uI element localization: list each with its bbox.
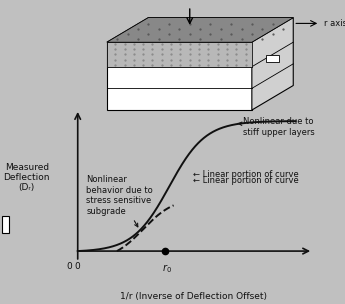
Text: Nonlinear due to
stiff upper layers: Nonlinear due to stiff upper layers [238, 117, 315, 136]
Polygon shape [107, 18, 293, 42]
Text: ← Linear portion of curve: ← Linear portion of curve [193, 176, 299, 185]
Polygon shape [252, 18, 293, 110]
Text: r axis: r axis [324, 19, 345, 28]
Polygon shape [107, 42, 252, 67]
Polygon shape [266, 55, 279, 62]
Text: Nonlinear
behavior due to
stress sensitive
subgrade: Nonlinear behavior due to stress sensiti… [87, 175, 153, 227]
Polygon shape [107, 42, 252, 110]
Text: 1/r (Inverse of Deflection Offset): 1/r (Inverse of Deflection Offset) [120, 292, 267, 301]
Text: ← Linear portion of curve: ← Linear portion of curve [193, 170, 299, 179]
Text: $r_0$: $r_0$ [162, 262, 172, 275]
Text: 0: 0 [75, 262, 81, 271]
Text: 0: 0 [67, 262, 72, 271]
Polygon shape [107, 18, 293, 42]
Text: Measured
Deflection
(Dᵣ): Measured Deflection (Dᵣ) [3, 163, 50, 192]
